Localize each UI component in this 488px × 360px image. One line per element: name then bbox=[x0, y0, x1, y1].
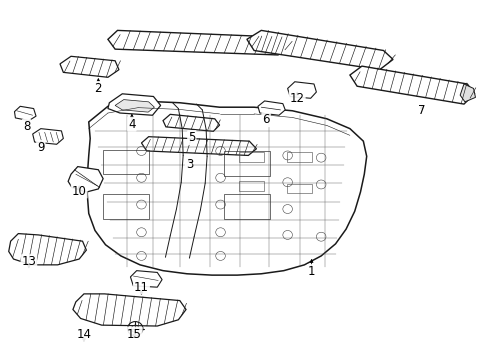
Polygon shape bbox=[287, 82, 316, 98]
Polygon shape bbox=[108, 30, 289, 55]
Text: 13: 13 bbox=[21, 255, 36, 268]
Polygon shape bbox=[115, 100, 154, 112]
Polygon shape bbox=[141, 137, 256, 156]
Polygon shape bbox=[68, 167, 103, 192]
Polygon shape bbox=[33, 129, 63, 144]
Bar bbox=[286, 152, 311, 162]
Polygon shape bbox=[108, 94, 160, 115]
Text: 4: 4 bbox=[128, 118, 135, 131]
Bar bbox=[286, 184, 311, 193]
Text: 11: 11 bbox=[134, 281, 149, 294]
Polygon shape bbox=[459, 84, 474, 102]
Polygon shape bbox=[257, 101, 285, 115]
Bar bbox=[224, 151, 269, 176]
Polygon shape bbox=[246, 30, 392, 70]
Text: 9: 9 bbox=[37, 141, 44, 154]
Bar bbox=[103, 194, 148, 219]
Text: 3: 3 bbox=[185, 158, 193, 171]
Text: 10: 10 bbox=[72, 185, 86, 198]
Bar bbox=[238, 181, 263, 191]
Polygon shape bbox=[15, 106, 36, 121]
Text: 14: 14 bbox=[76, 328, 91, 342]
Polygon shape bbox=[349, 66, 473, 104]
Text: 7: 7 bbox=[417, 104, 425, 117]
Bar bbox=[238, 152, 263, 162]
Text: 6: 6 bbox=[262, 113, 269, 126]
Text: 12: 12 bbox=[289, 92, 304, 105]
Text: 5: 5 bbox=[188, 131, 195, 144]
Text: 8: 8 bbox=[23, 120, 30, 133]
Polygon shape bbox=[87, 101, 366, 275]
Bar bbox=[224, 194, 269, 219]
Polygon shape bbox=[163, 114, 219, 131]
Polygon shape bbox=[130, 271, 162, 287]
Polygon shape bbox=[9, 234, 86, 265]
Polygon shape bbox=[73, 294, 185, 326]
Text: 15: 15 bbox=[126, 328, 142, 341]
Bar bbox=[103, 150, 148, 174]
Polygon shape bbox=[60, 56, 119, 77]
Text: 2: 2 bbox=[94, 82, 102, 95]
Text: 1: 1 bbox=[307, 265, 315, 278]
